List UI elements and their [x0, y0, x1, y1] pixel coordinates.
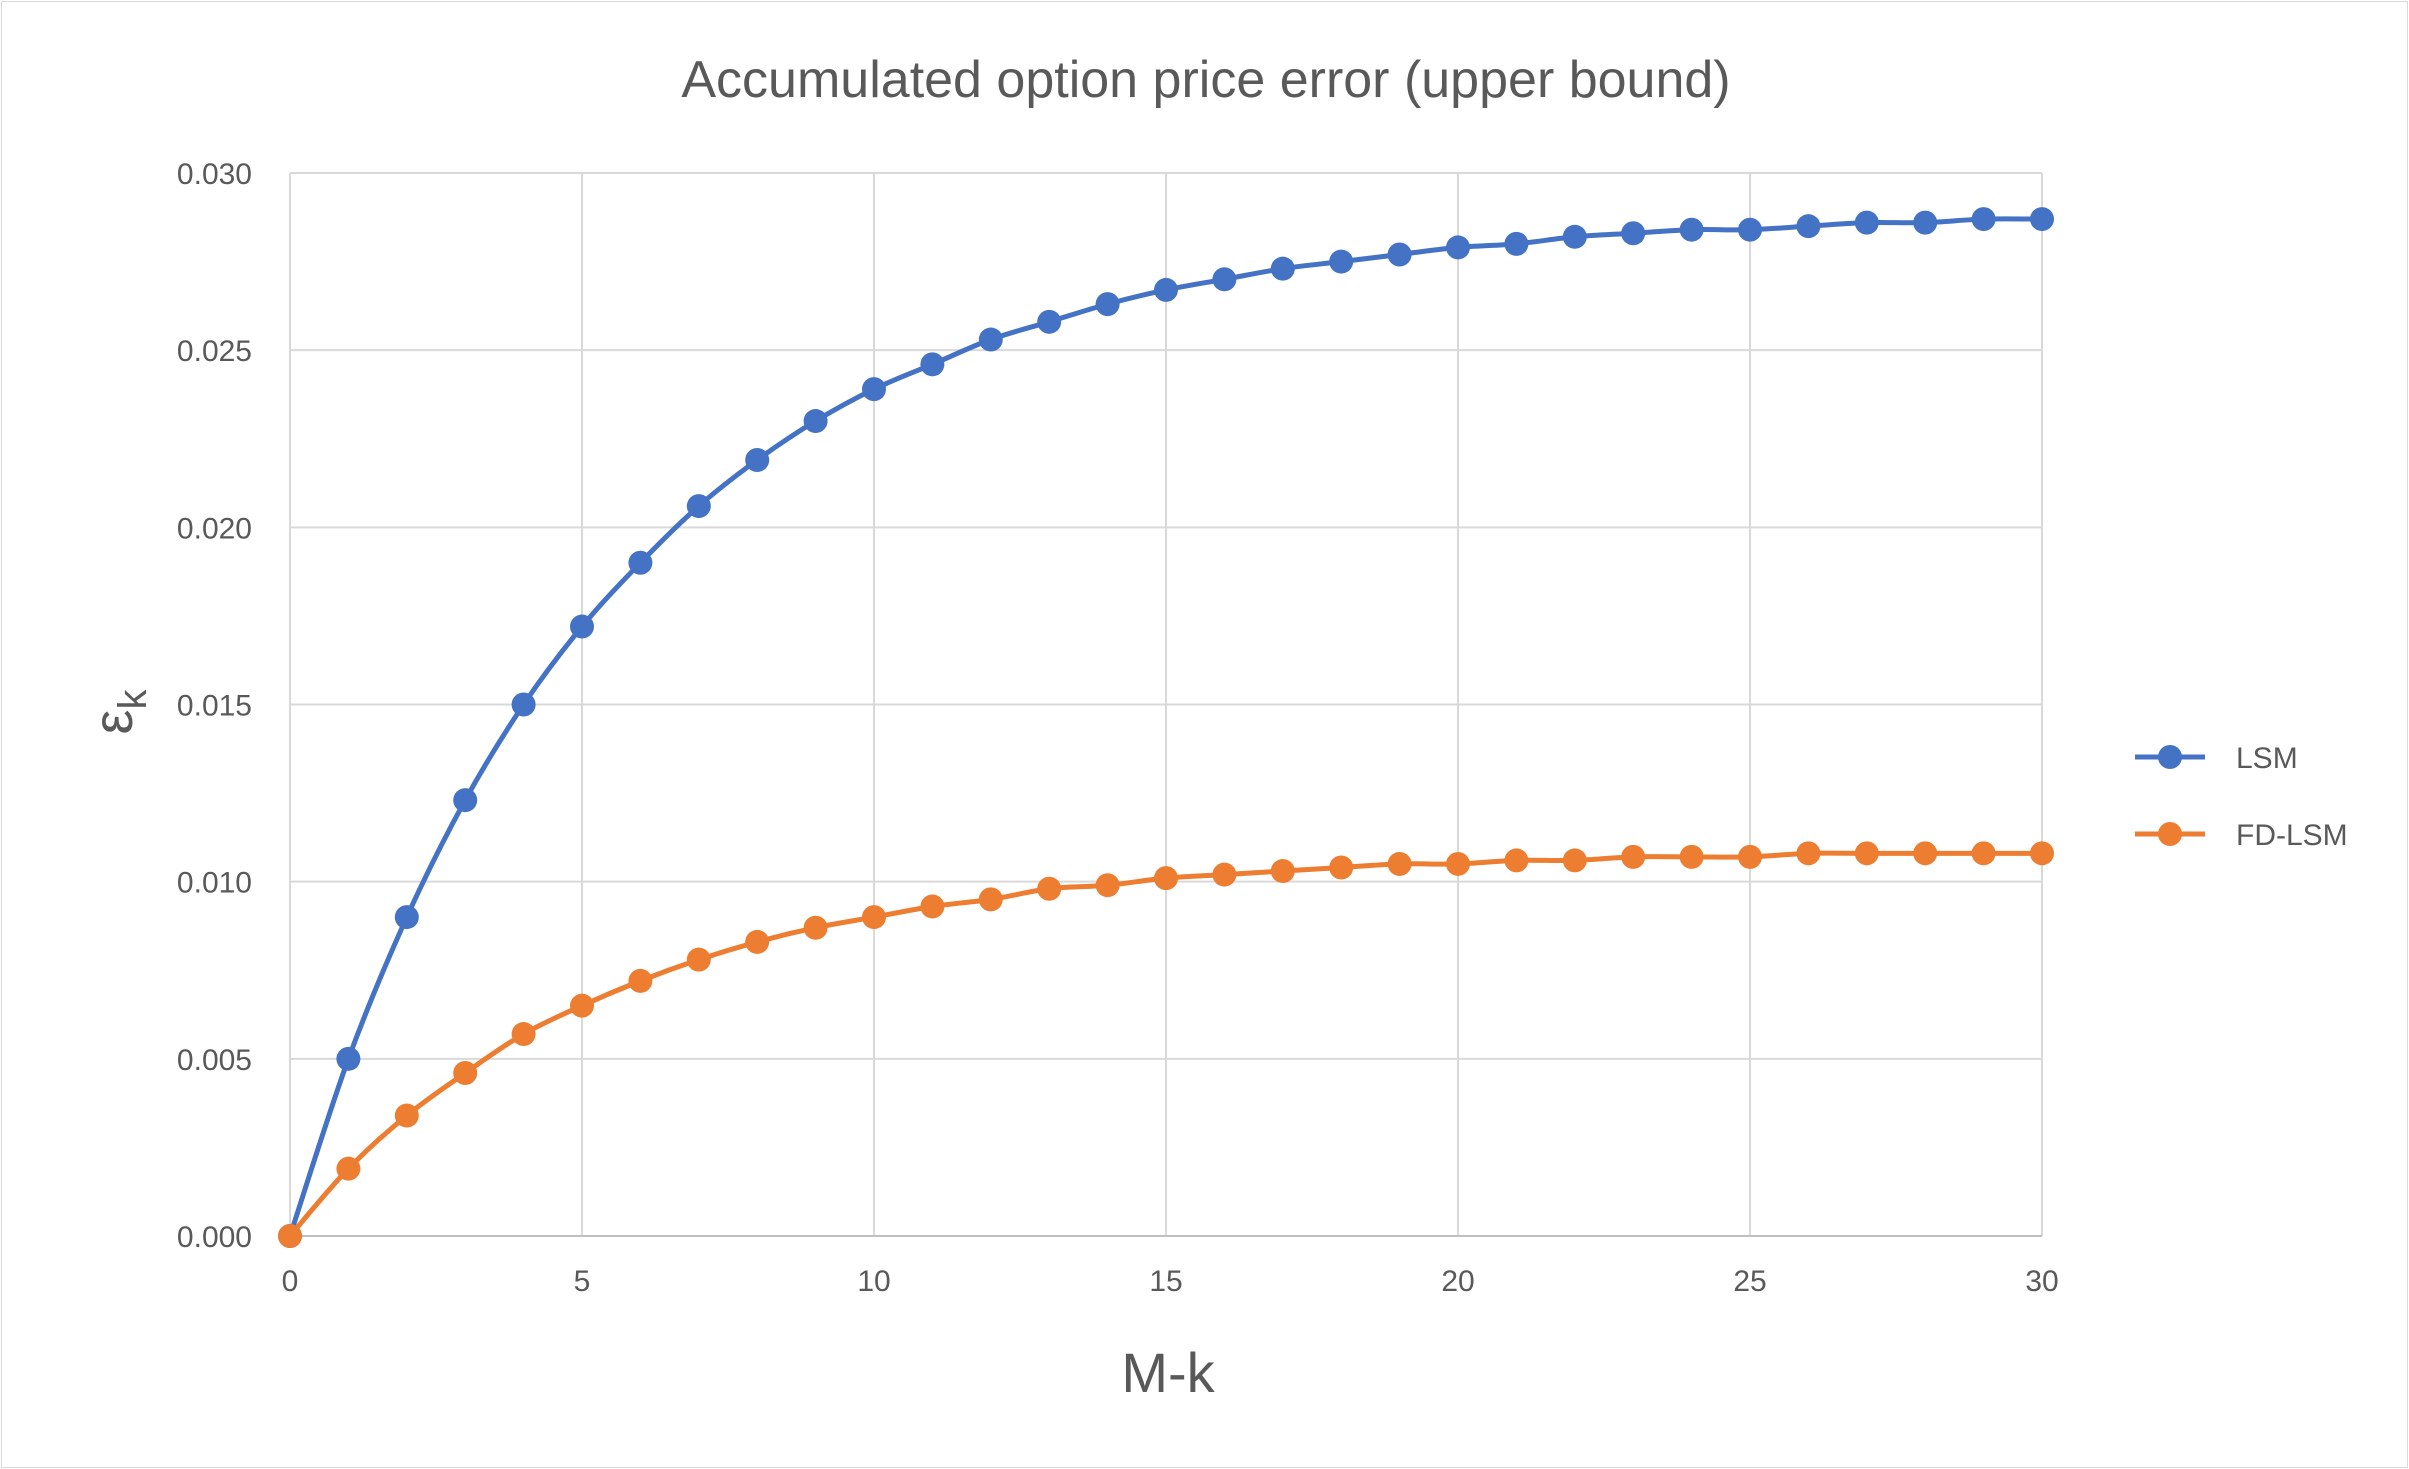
data-point-fd-lsm: [1329, 855, 1354, 880]
data-point-lsm: [920, 352, 945, 377]
chart-title: Accumulated option price error (upper bo…: [681, 51, 1730, 109]
data-point-lsm: [978, 327, 1003, 352]
data-point-fd-lsm: [511, 1022, 536, 1047]
series-line-lsm: [287, 216, 2045, 1239]
data-point-fd-lsm: [920, 894, 945, 919]
data-point-lsm: [570, 614, 594, 639]
data-point-fd-lsm: [394, 1103, 419, 1128]
data-point-lsm: [745, 448, 770, 473]
data-point-lsm: [628, 550, 653, 575]
data-point-fd-lsm: [1270, 859, 1295, 884]
data-point-lsm: [394, 905, 419, 930]
data-point-fd-lsm: [1738, 844, 1762, 869]
data-point-lsm: [803, 409, 828, 434]
data-point-lsm: [1971, 207, 1996, 232]
data-point-fd-lsm: [1154, 866, 1178, 891]
data-point-fd-lsm: [745, 929, 770, 954]
data-point-fd-lsm: [1212, 862, 1237, 887]
y-tick-label: 0.015: [177, 690, 252, 723]
y-tick-label: 0.000: [177, 1221, 252, 1254]
data-point-fd-lsm: [1854, 841, 1879, 866]
data-point-fd-lsm: [1679, 844, 1704, 869]
data-point-fd-lsm: [2030, 841, 2054, 866]
data-point-fd-lsm: [1621, 844, 1646, 869]
legend-marker-fd-lsm: [2158, 822, 2182, 846]
legend-label-fd-lsm: FD-LSM: [2236, 819, 2348, 852]
data-point-lsm: [511, 692, 536, 717]
data-point-fd-lsm: [1913, 841, 1938, 866]
y-tick-label: 0.010: [177, 867, 252, 900]
data-point-lsm: [1504, 231, 1529, 256]
y-axis-title-subscript: k: [111, 689, 155, 710]
data-point-fd-lsm: [278, 1224, 302, 1248]
data-point-fd-lsm: [1095, 873, 1120, 898]
data-point-fd-lsm: [453, 1061, 478, 1086]
x-tick-label: 0: [282, 1265, 299, 1298]
data-point-fd-lsm: [686, 947, 711, 972]
data-point-fd-lsm: [803, 915, 828, 940]
y-axis-title: εk: [81, 689, 155, 735]
data-point-lsm: [1095, 292, 1120, 317]
data-point-lsm: [1562, 224, 1587, 249]
x-tick-label: 20: [1441, 1265, 1474, 1298]
legend-label-lsm: LSM: [2236, 742, 2298, 775]
data-point-lsm: [1913, 210, 1938, 235]
data-point-fd-lsm: [336, 1156, 361, 1181]
data-point-fd-lsm: [1562, 848, 1587, 873]
data-point-fd-lsm: [1796, 841, 1821, 866]
x-axis-ticks: 0 5 10 15 20 25 30: [282, 1265, 2059, 1298]
data-point-lsm: [862, 377, 886, 402]
x-tick-label: 5: [574, 1265, 591, 1298]
data-point-lsm: [1154, 277, 1178, 302]
data-point-lsm: [1446, 235, 1470, 260]
data-point-fd-lsm: [570, 993, 594, 1018]
grid-lines: [290, 172, 2043, 1236]
data-point-lsm: [453, 788, 478, 813]
data-point-lsm: [1854, 210, 1879, 235]
y-tick-label: 0.025: [177, 335, 252, 368]
data-point-fd-lsm: [1037, 876, 1062, 901]
x-tick-label: 30: [2025, 1265, 2058, 1298]
data-point-lsm: [2030, 207, 2054, 232]
data-point-lsm: [1212, 267, 1237, 292]
data-point-fd-lsm: [1446, 851, 1470, 876]
data-point-fd-lsm: [628, 968, 653, 993]
data-point-lsm: [1738, 217, 1762, 242]
data-point-fd-lsm: [1504, 848, 1529, 873]
data-point-lsm: [1270, 256, 1295, 281]
data-point-lsm: [686, 494, 711, 519]
x-tick-label: 10: [857, 1265, 890, 1298]
data-point-lsm: [1621, 221, 1646, 246]
data-point-lsm: [336, 1046, 361, 1071]
y-axis-ticks: 0.000 0.005 0.010 0.015 0.020 0.025 0.030: [177, 158, 252, 1254]
y-tick-label: 0.020: [177, 512, 252, 545]
data-point-fd-lsm: [1387, 851, 1412, 876]
axes: [289, 173, 2042, 1237]
data-point-lsm: [1037, 309, 1062, 334]
data-point-lsm: [1329, 249, 1354, 274]
y-tick-label: 0.030: [177, 158, 252, 191]
y-axis-title-symbol: ε: [81, 710, 144, 735]
data-series: [278, 207, 2054, 1248]
data-point-lsm: [1387, 242, 1412, 267]
data-point-fd-lsm: [862, 905, 886, 930]
x-tick-label: 15: [1149, 1265, 1182, 1298]
data-point-fd-lsm: [1971, 841, 1996, 866]
data-point-fd-lsm: [978, 887, 1003, 912]
x-axis-title: M-k: [1121, 1341, 1215, 1404]
legend-marker-lsm: [2158, 745, 2182, 769]
data-point-lsm: [1679, 217, 1704, 242]
x-tick-label: 25: [1733, 1265, 1766, 1298]
data-point-lsm: [1796, 214, 1821, 239]
legend: LSM FD-LSM: [2135, 742, 2348, 852]
y-tick-label: 0.005: [177, 1044, 252, 1077]
svg-text:εk: εk: [81, 689, 155, 735]
